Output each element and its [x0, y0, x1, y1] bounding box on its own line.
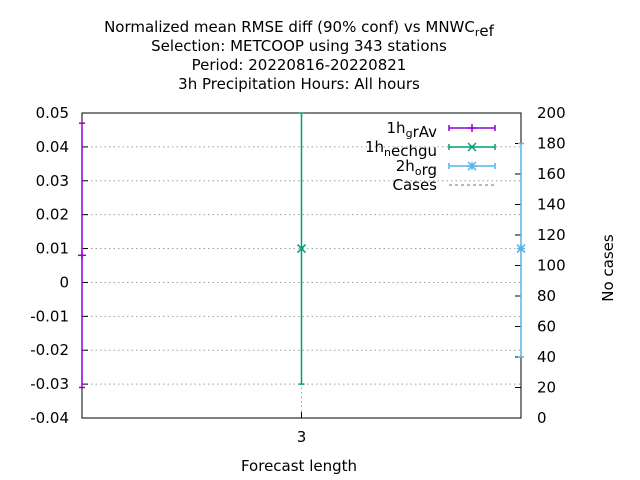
x-axis-label: Forecast length [241, 457, 357, 475]
legend-label-3: 2horg [396, 157, 437, 179]
title-line-3: Period: 20220816-20220821 [192, 56, 407, 74]
y-tick-label: 0 [59, 273, 69, 291]
y2-axis: 0 20 40 60 80 100 120 140 160 180 200 [515, 104, 566, 427]
y2-tick-label: 140 [537, 196, 566, 214]
series-group [78, 112, 526, 389]
legend-label-2: 1hnechgu [365, 138, 437, 160]
y-tick-label: 0.03 [36, 172, 69, 190]
y2-tick-label: 200 [537, 104, 566, 122]
y-tick-label: -0.04 [30, 409, 69, 427]
chart-title: Normalized mean RMSE diff (90% conf) vs … [104, 18, 495, 93]
y-tick-label: -0.01 [30, 307, 69, 325]
y2-tick-label: 180 [537, 135, 566, 153]
legend-marker [467, 142, 477, 152]
legend-label-1: 1hgrAv [387, 119, 438, 141]
y-axis: -0.04 -0.03 -0.02 -0.01 0 0.01 0.02 0.03 0.04 0.0… [30, 104, 88, 427]
y2-tick-label: 20 [537, 379, 556, 397]
y2-tick-label: 100 [537, 257, 566, 275]
series-3 [516, 142, 526, 358]
y-tick-label: -0.02 [30, 341, 69, 359]
x-tick-label: 3 [297, 428, 307, 446]
y2-tick-label: 160 [537, 165, 566, 183]
y2-tick-label: 60 [537, 318, 556, 336]
legend-marker [467, 161, 477, 171]
legend-marker [468, 124, 476, 132]
series-1 [78, 122, 86, 389]
mean-marker [296, 244, 307, 254]
y-tick-label: -0.03 [30, 375, 69, 393]
x-axis: 3 [297, 412, 307, 446]
y2-tick-label: 120 [537, 226, 566, 244]
title-line-4: 3h Precipitation Hours: All hours [178, 75, 420, 93]
y2-axis-label: No cases [599, 234, 617, 302]
y-tick-label: 0.05 [36, 104, 69, 122]
legend-label-4: Cases [392, 176, 437, 194]
y2-tick-label: 40 [537, 348, 556, 366]
series-2 [296, 112, 307, 385]
mean-marker [516, 244, 526, 254]
y2-tick-label: 80 [537, 287, 556, 305]
mean-marker [78, 251, 86, 260]
y-tick-label: 0.02 [36, 206, 69, 224]
title-line-1: Normalized mean RMSE diff (90% conf) vs … [104, 18, 495, 40]
title-line-2: Selection: METCOOP using 343 stations [151, 37, 447, 55]
y-tick-label: 0.04 [36, 138, 69, 156]
y2-tick-label: 0 [537, 409, 547, 427]
y-tick-label: 0.01 [36, 240, 69, 258]
